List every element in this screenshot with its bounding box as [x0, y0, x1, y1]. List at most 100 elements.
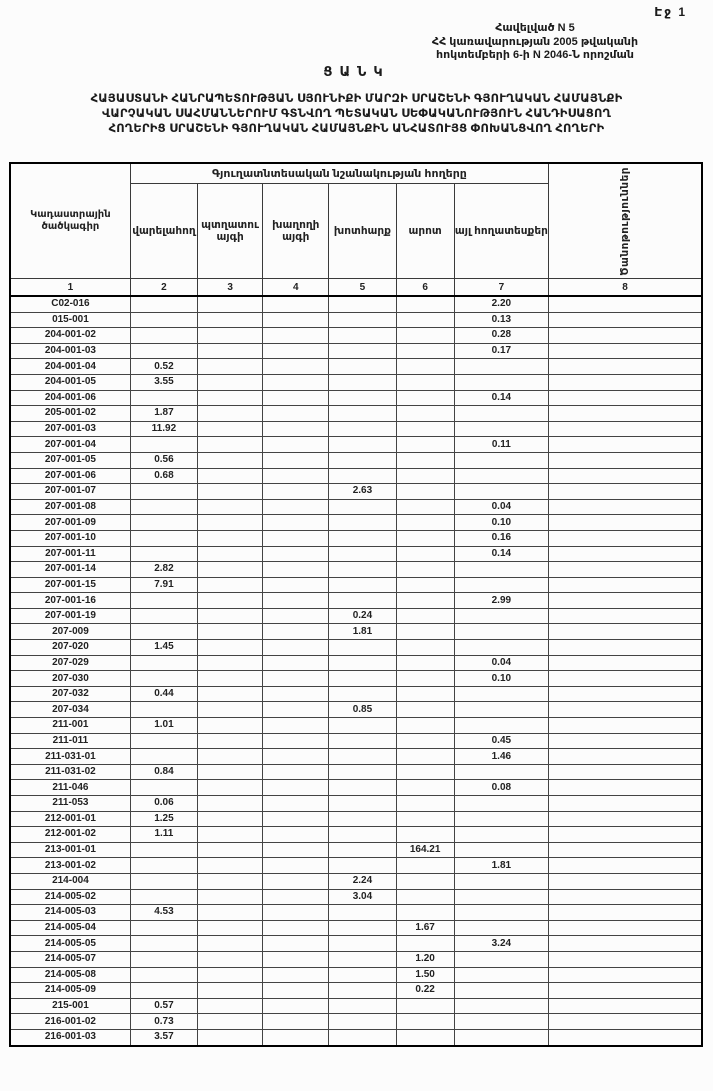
notes-cell [548, 483, 703, 500]
area-value-cell [395, 997, 455, 1015]
area-value-cell [453, 904, 550, 921]
subtitle-line-1: ՀԱՅԱՍՏԱՆԻ ՀԱՆՐԱՊԵՏՈՒԹՅԱՆ ՍՅՈՒՆԻՔԻ ՄԱՐԶԻ … [90, 93, 623, 105]
notes-cell [548, 342, 703, 360]
table-row: 216-001-03 3.57 [9, 1028, 703, 1047]
notes-cell [548, 623, 703, 641]
agricultural-lands-group-header: Գյուղատնտեսական նշանակության հողերը [129, 162, 550, 184]
area-value-cell [453, 623, 550, 641]
area-value-cell: 0.84 [129, 763, 199, 781]
area-value-cell: 1.81 [328, 623, 397, 641]
notes-cell [548, 997, 703, 1015]
table-row: 207-030 0.10 [9, 670, 703, 687]
cadastral-code-cell: 211-053 [9, 795, 131, 812]
area-value-cell [197, 405, 264, 422]
area-value-cell [395, 373, 455, 391]
area-value-cell: 3.04 [328, 888, 397, 906]
cadastral-code-cell: 205-001-02 [9, 405, 131, 422]
area-value-cell [129, 327, 199, 344]
notes-cell [548, 295, 703, 313]
area-value-cell: 2.63 [328, 483, 397, 500]
area-value-cell [197, 763, 264, 781]
area-value-cell [197, 982, 264, 999]
notes-cell [548, 327, 703, 344]
area-value-cell: 1.20 [395, 950, 455, 968]
cadastral-code-cell: 214-005-07 [9, 950, 131, 968]
table-body: C02-016 2.20 015-001 0.13 204-001-02 0.28 204-… [9, 295, 703, 1047]
area-value-cell [129, 966, 199, 984]
cadastral-code-cell: 207-009 [9, 623, 131, 641]
notes-cell [548, 358, 703, 375]
area-value-cell [453, 1028, 550, 1047]
area-value-cell [262, 607, 330, 625]
area-value-cell [197, 295, 264, 313]
cadastral-code-cell: 211-031-01 [9, 748, 131, 765]
area-value-cell [197, 935, 264, 952]
notes-cell [548, 888, 703, 906]
notes-cell [548, 748, 703, 765]
area-value-cell [197, 592, 264, 609]
notes-header: Ծանոթություններ [548, 162, 703, 279]
cadastral-code-cell: 204-001-03 [9, 342, 131, 360]
table-row: 207-032 0.44 [9, 685, 703, 703]
area-value-cell [328, 295, 397, 313]
area-value-cell [197, 701, 264, 719]
area-value-cell [453, 607, 550, 625]
area-value-cell [262, 295, 330, 313]
cadastral-code-cell: 216-001-03 [9, 1028, 131, 1047]
area-value-cell [395, 1013, 455, 1030]
area-value-cell [262, 701, 330, 719]
area-value-cell [328, 935, 397, 952]
area-value-cell [328, 857, 397, 874]
table-row: 207-001-04 0.11 [9, 436, 703, 453]
area-value-cell: 11.92 [129, 420, 199, 438]
area-value-cell [262, 872, 330, 890]
area-value-cell: 0.57 [129, 997, 199, 1015]
table-row: 214-005-03 4.53 [9, 904, 703, 921]
area-value-cell [262, 841, 330, 859]
area-value-cell [453, 576, 550, 594]
table-row: 207-001-07 2.63 [9, 483, 703, 500]
area-value-cell [197, 857, 264, 874]
area-value-cell [197, 623, 264, 641]
subtitle-line-2: ՎԱՐՉԱԿԱՆ ՍԱՀՄԱՆՆԵՐՈՒՄ ԳՏՆՎՈՂ ՊԵՏԱԿԱՆ ՍԵՓ… [101, 108, 612, 120]
area-value-cell [328, 685, 397, 703]
notes-cell [548, 670, 703, 687]
cadastral-code-cell: 207-034 [9, 701, 131, 719]
notes-cell [548, 779, 703, 796]
cadastral-code-cell: 207-001-03 [9, 420, 131, 438]
area-value-cell [197, 872, 264, 890]
area-value-cell [262, 451, 330, 469]
area-value-cell [262, 888, 330, 906]
area-value-cell [129, 919, 199, 937]
area-value-cell: 1.01 [129, 717, 199, 734]
area-value-cell [328, 904, 397, 921]
area-value-cell [395, 1028, 455, 1047]
table-row: 211-031-02 0.84 [9, 763, 703, 781]
cadastral-code-cell: 207-032 [9, 685, 131, 703]
cadastral-code-cell: 211-031-02 [9, 763, 131, 781]
area-value-cell [197, 888, 264, 906]
notes-cell [548, 857, 703, 874]
area-value-cell [129, 545, 199, 563]
area-value-cell: 0.17 [453, 342, 550, 360]
area-value-cell: 1.50 [395, 966, 455, 984]
area-value-cell [395, 872, 455, 890]
table-row: 207-001-08 0.04 [9, 498, 703, 516]
area-value-cell [262, 763, 330, 781]
notes-cell [548, 950, 703, 968]
area-value-cell [453, 405, 550, 422]
area-value-cell [395, 623, 455, 641]
area-value-cell [262, 826, 330, 843]
area-value-cell [453, 950, 550, 968]
area-value-cell [129, 498, 199, 516]
area-value-cell [262, 810, 330, 828]
area-value-cell: 0.10 [453, 670, 550, 687]
area-value-cell [328, 342, 397, 360]
area-value-cell [262, 935, 330, 952]
notes-header-text: Ծանոթություններ [619, 166, 631, 276]
area-value-cell [197, 670, 264, 687]
area-value-cell [129, 654, 199, 672]
area-value-cell [262, 982, 330, 999]
area-value-cell [395, 763, 455, 781]
cadastral-code-cell: 207-001-08 [9, 498, 131, 516]
